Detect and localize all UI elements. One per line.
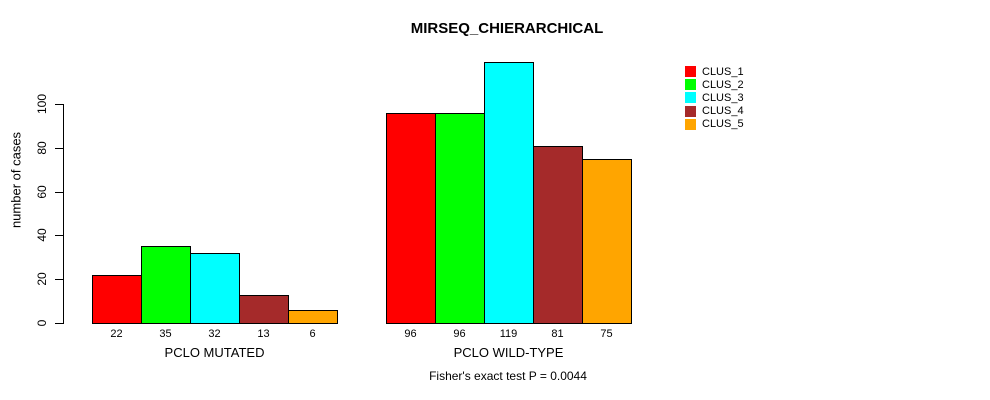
bar-clus_5 <box>288 309 338 324</box>
legend-item-clus_3: CLUS_3 <box>685 91 744 104</box>
bar-clus_2 <box>435 112 485 324</box>
y-tick-mark <box>55 235 63 237</box>
bar-value-label: 32 <box>208 328 221 340</box>
annotation-fisher-test: Fisher's exact test P = 0.0044 <box>429 369 587 383</box>
legend-swatch <box>685 66 696 78</box>
bar-value-label: 35 <box>159 328 172 340</box>
chart-title: MIRSEQ_CHIERARCHICAL <box>410 20 604 37</box>
legend-label: CLUS_1 <box>702 65 744 78</box>
bar-clus_4 <box>533 145 583 324</box>
legend-label: CLUS_3 <box>702 91 744 104</box>
y-tick-label: 60 <box>35 184 49 199</box>
bar-value-label: 81 <box>551 328 564 340</box>
bar-value-label: 96 <box>453 328 466 340</box>
y-tick-mark <box>55 323 63 324</box>
legend-item-clus_5: CLUS_5 <box>685 118 744 131</box>
y-tick-mark <box>55 104 63 105</box>
bar-value-label: 96 <box>404 328 417 340</box>
legend: CLUS_1 CLUS_2 CLUS_3 CLUS_4 CLUS_5 <box>685 65 744 131</box>
bar-value-label: 13 <box>257 328 270 340</box>
legend-item-clus_2: CLUS_2 <box>685 78 744 91</box>
y-tick-label: 40 <box>35 228 49 243</box>
y-tick-label: 20 <box>35 272 49 286</box>
bar-value-label: 119 <box>499 328 518 340</box>
group-label: PCLO WILD-TYPE <box>453 345 564 360</box>
legend-item-clus_4: CLUS_4 <box>685 105 744 118</box>
bar-clus_3 <box>190 252 240 324</box>
legend-item-clus_1: CLUS_1 <box>685 65 744 78</box>
bar-clus_1 <box>92 274 142 324</box>
bar-value-label: 22 <box>110 328 123 340</box>
legend-swatch <box>685 79 696 91</box>
y-tick-label: 100 <box>35 93 49 115</box>
legend-swatch <box>685 105 696 117</box>
y-tick-label: 0 <box>35 319 49 327</box>
bar-value-label: 6 <box>309 328 316 340</box>
y-tick-mark <box>55 191 63 193</box>
y-tick-mark <box>55 279 63 281</box>
bar-clus_2 <box>141 246 191 324</box>
legend-swatch <box>685 118 696 130</box>
y-tick-label: 80 <box>35 141 49 155</box>
legend-label: CLUS_4 <box>702 105 744 118</box>
y-tick-mark <box>55 147 63 149</box>
bar-clus_3 <box>484 62 534 324</box>
bar-clus_4 <box>239 294 289 324</box>
legend-label: CLUS_5 <box>702 118 744 131</box>
y-axis-line <box>63 104 64 324</box>
legend-label: CLUS_2 <box>702 78 744 91</box>
bar-clus_1 <box>386 112 436 324</box>
bar-value-label: 75 <box>600 328 613 340</box>
legend-swatch <box>685 92 696 104</box>
bar-clus_5 <box>582 158 632 324</box>
group-label: PCLO MUTATED <box>164 345 265 360</box>
